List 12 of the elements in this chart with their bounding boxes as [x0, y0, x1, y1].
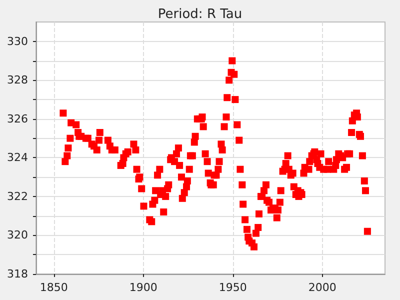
y-tick-label: 330: [7, 34, 28, 48]
x-tick-label: 2000: [308, 281, 336, 294]
y-tick-label: 326: [7, 112, 28, 126]
y-tick-label: 328: [7, 74, 28, 87]
x-tick-label: 1850: [40, 281, 68, 294]
x-tick-label: 1900: [129, 281, 158, 294]
y-tick-label: 320: [7, 228, 28, 242]
y-tick-label: 318: [7, 268, 28, 280]
y-tick-label: 324: [7, 151, 28, 164]
x-tick-label: 1950: [218, 281, 247, 294]
chart-title: Period: R Tau: [158, 7, 242, 22]
y-tick-label: 322: [7, 190, 28, 203]
